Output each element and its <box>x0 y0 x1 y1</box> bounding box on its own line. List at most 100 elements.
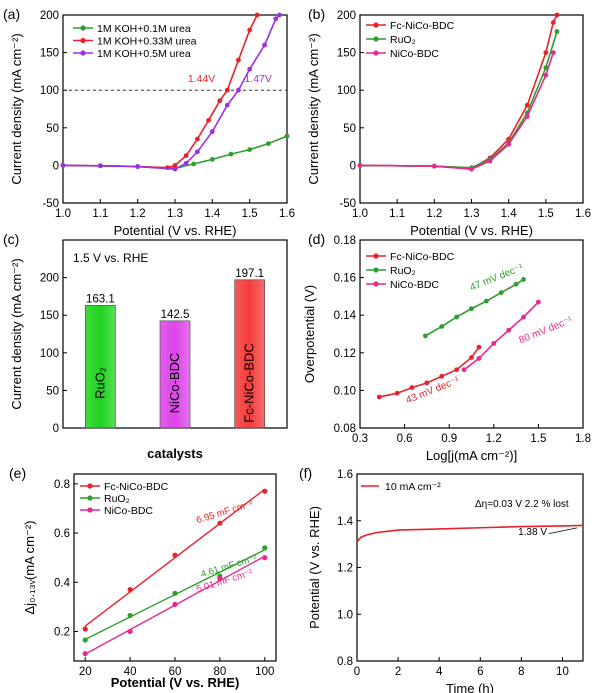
data-point <box>513 281 519 287</box>
series-line <box>356 524 584 543</box>
x-tick-label: 10 <box>556 666 569 678</box>
panel-label: (a) <box>3 6 20 22</box>
annotation-label: 1.47V <box>244 73 271 85</box>
x-axis-label: catalysts <box>147 446 203 461</box>
legend-label: NiCo-BDC <box>390 279 439 291</box>
y-tick-label: 150 <box>40 48 59 60</box>
data-point <box>172 590 178 596</box>
data-point <box>423 333 428 339</box>
y-axis-label: Potential (V vs. RHE) <box>307 506 322 629</box>
x-tick-label: 100 <box>255 666 274 678</box>
data-point <box>284 133 290 139</box>
data-point <box>127 628 133 635</box>
legend-marker <box>87 483 93 489</box>
x-axis-label: Time (h) <box>446 681 494 693</box>
x-tick-label: 1.8 <box>575 433 591 445</box>
data-point <box>262 42 267 48</box>
legend-marker <box>373 22 379 28</box>
y-axis-label: Current density (mA cm⁻²) <box>9 33 24 184</box>
legend-marker <box>373 267 379 273</box>
y-tick-label: 0.18 <box>334 235 356 247</box>
data-point <box>262 488 268 494</box>
series-line <box>463 301 539 371</box>
x-tick-label: 20 <box>79 666 92 678</box>
data-point <box>224 87 230 93</box>
x-tick-label: 40 <box>124 666 137 678</box>
data-point <box>357 163 363 168</box>
data-point <box>262 545 268 551</box>
data-point <box>550 50 556 55</box>
data-point <box>487 158 493 164</box>
y-tick-label: 0.12 <box>334 348 356 360</box>
data-point <box>82 626 88 632</box>
y-tick-label: 50 <box>46 123 59 135</box>
x-axis-label: Log[j(mA cm⁻²)] <box>426 448 517 463</box>
y-tick-label: 0 <box>350 160 356 172</box>
data-point <box>82 651 88 657</box>
data-point <box>82 637 88 643</box>
data-point <box>127 587 133 593</box>
data-point <box>217 520 223 526</box>
data-point <box>550 20 556 25</box>
x-axis-label: Potential (V vs. RHE) <box>114 223 237 238</box>
x-tick-label: 1.2 <box>486 433 502 445</box>
y-tick-label: 50 <box>46 385 59 397</box>
x-tick-label: 1.5 <box>530 433 546 445</box>
x-tick-label: 1.1 <box>92 208 108 220</box>
tafel-slope-label: 47 mV dec⁻¹ <box>469 262 526 294</box>
data-point <box>191 161 197 167</box>
bar-category-label: Fc-NiCo-BDC <box>242 343 257 422</box>
x-axis-label: Potential (V vs. RHE) <box>410 223 533 238</box>
end-value-label: 1.38 V <box>518 527 547 538</box>
y-tick-label: 150 <box>40 310 59 322</box>
data-point <box>265 141 271 146</box>
data-point <box>262 555 268 561</box>
data-point <box>254 12 260 18</box>
note-label: Δη=0.03 V 2.2 % lost <box>475 499 569 510</box>
data-point <box>554 12 560 18</box>
data-point <box>498 290 504 296</box>
legend-marker <box>373 36 379 42</box>
data-point <box>424 380 430 386</box>
panel-f: (f) Potential (V vs. RHE) Time (h) 0 2 4 6 8 10 0… <box>299 465 584 693</box>
x-tick-label: 4 <box>436 666 443 678</box>
panel-label: (c) <box>3 231 19 247</box>
y-tick-label: 100 <box>40 348 59 360</box>
legend-label: Fc-NiCo-BDC <box>390 20 455 32</box>
data-point <box>224 102 230 108</box>
data-point <box>543 50 549 55</box>
y-tick-label: 200 <box>40 273 59 285</box>
legend-marker <box>80 37 86 44</box>
x-tick-label: 1.6 <box>575 208 591 220</box>
data-point <box>273 16 279 22</box>
data-point <box>172 166 178 172</box>
data-point <box>461 367 467 373</box>
bar-category-label: RuO₂ <box>92 367 107 399</box>
capacitance-label: 6.95 mF cm⁻² <box>195 499 254 527</box>
y-tick-label: 0.16 <box>334 273 356 285</box>
data-point <box>476 344 482 350</box>
panel-e: (e) Δj₀.₁₃ᵥ(mA cm⁻²) Potential (V vs. RHE)… <box>9 465 277 690</box>
y-tick-label: 0.14 <box>334 310 357 322</box>
plot-frame <box>359 239 584 429</box>
data-point <box>524 102 530 108</box>
tafel-slope-label: 80 mV dec⁻¹ <box>518 315 575 347</box>
x-tick-label: 1.0 <box>55 208 71 220</box>
panel-label: (e) <box>9 465 26 481</box>
data-point <box>217 575 223 582</box>
data-point <box>277 12 282 18</box>
pointer-arrow <box>548 527 578 534</box>
bar-value-label: 163.1 <box>86 293 115 305</box>
x-tick-label: 60 <box>169 666 182 678</box>
data-point <box>394 390 400 396</box>
legend-marker <box>80 25 86 31</box>
legend-label: Fc-NiCo-BDC <box>390 251 455 263</box>
x-tick-label: 1.0 <box>352 208 368 220</box>
data-point <box>209 156 215 162</box>
series-line <box>425 278 524 337</box>
x-tick-label: 0.9 <box>441 433 457 445</box>
data-point <box>454 314 460 320</box>
y-tick-label: 1.6 <box>337 469 353 481</box>
x-tick-label: 8 <box>518 666 524 678</box>
